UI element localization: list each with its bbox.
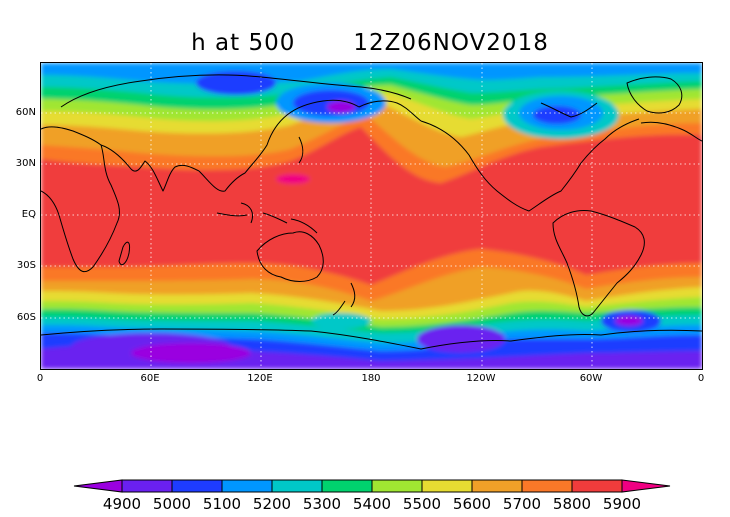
trough-north-pacific-4900 <box>327 101 355 113</box>
coast-maritime <box>216 202 318 234</box>
coast-new-zealand <box>332 282 356 316</box>
coast-africa <box>41 126 120 273</box>
colorbar-swatch <box>521 479 573 493</box>
coast-south-america <box>552 210 645 317</box>
coast-japan <box>298 136 304 164</box>
coast-east-asia <box>198 99 360 192</box>
geopotential-height-map <box>40 62 703 370</box>
lon-label-60w: 60W <box>579 373 603 384</box>
colorbar-swatch <box>121 479 173 493</box>
coast-australia <box>256 231 324 282</box>
coast-madagascar <box>118 241 130 266</box>
low-south-atlantic-core <box>615 316 643 326</box>
colorbar-tick-label: 5700 <box>502 495 542 513</box>
colorbar-swatch <box>321 479 373 493</box>
coast-europe <box>640 121 702 142</box>
colorbar-swatch <box>421 479 473 493</box>
colorbar-low-arrow <box>73 479 123 493</box>
lat-label-30n: 30N <box>15 158 36 169</box>
colorbar-swatch <box>471 479 523 493</box>
coast-north-america <box>420 118 640 212</box>
ridge-south-pacific <box>311 313 371 329</box>
colorbar-swatch <box>171 479 223 493</box>
grid-lines <box>41 63 702 369</box>
lon-label-120w: 120W <box>466 373 496 384</box>
coast-hudson-bay <box>540 102 598 118</box>
colorbar-tick-label: 5800 <box>552 495 592 513</box>
colorbar-tick-label: 5200 <box>252 495 292 513</box>
coast-arabia-india <box>100 144 200 192</box>
trough-canada-5000 <box>533 106 581 124</box>
colorbar-swatch <box>271 479 323 493</box>
colorbar-tick-label: 4900 <box>102 495 142 513</box>
map-title: h at 500 12Z06NOV2018 <box>0 30 730 56</box>
colorbar-tick-label: 5300 <box>302 495 342 513</box>
title-time: 12Z06NOV2018 <box>353 30 549 56</box>
coast-antarctica <box>41 328 702 350</box>
colorbar-swatch <box>221 479 273 493</box>
lon-label-0-west: 0 <box>36 373 44 384</box>
colorbar-swatch <box>371 479 423 493</box>
colorbar-swatch <box>571 479 623 493</box>
colorbar-tick-label: 5900 <box>602 495 642 513</box>
coast-greenland <box>626 76 683 114</box>
coastlines <box>41 74 702 350</box>
lon-label-60e: 60E <box>140 373 160 384</box>
lat-label-eq: EQ <box>21 209 36 220</box>
coast-alaska <box>358 100 422 122</box>
low-south-pacific <box>417 325 505 353</box>
colorbar-high-arrow <box>621 479 671 493</box>
lon-label-0-east: 0 <box>697 373 705 384</box>
low-south-indian-core <box>131 343 251 363</box>
colorbar-tick-label: 5000 <box>152 495 192 513</box>
coast-north-asia <box>60 74 412 108</box>
lat-label-30s: 30S <box>16 260 36 271</box>
colorbar-tick-label: 5100 <box>202 495 242 513</box>
lat-label-60s: 60S <box>16 312 36 323</box>
colorbar-tick-label: 5500 <box>402 495 442 513</box>
colorbar-tick-label: 5400 <box>352 495 392 513</box>
title-variable: h at 500 <box>191 30 296 56</box>
lat-label-60n: 60N <box>15 107 36 118</box>
lon-label-120e: 120E <box>247 373 273 384</box>
colorbar-tick-label: 5600 <box>452 495 492 513</box>
high-west-pacific-5900 <box>276 174 310 184</box>
lon-label-180: 180 <box>361 373 381 384</box>
